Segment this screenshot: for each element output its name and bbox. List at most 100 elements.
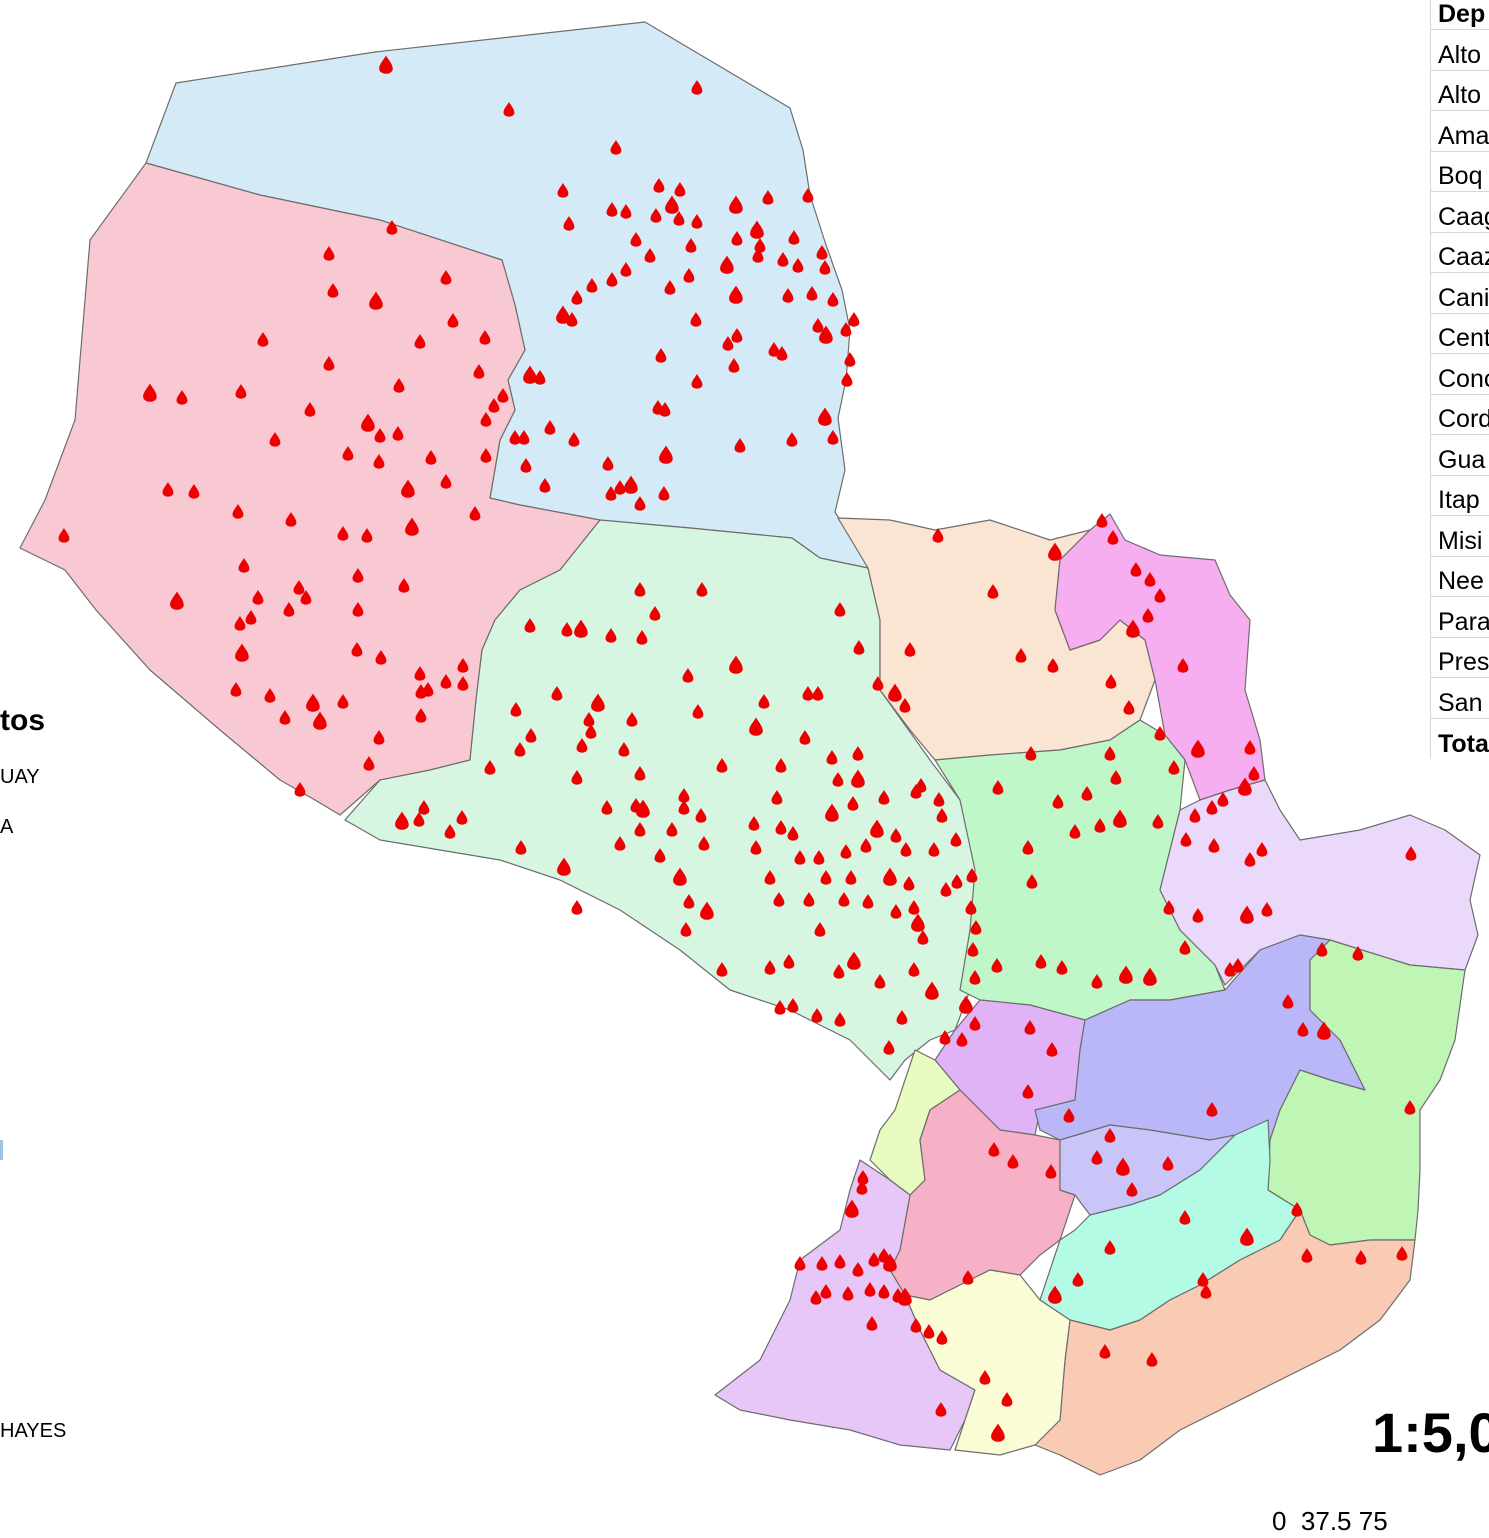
region-itapua [1034, 1209, 1416, 1476]
fire-hotspot-icon [729, 285, 743, 304]
fire-hotspot-icon [820, 870, 832, 885]
fire-hotspot-icon [848, 312, 860, 327]
fire-hotspot-icon [1154, 726, 1166, 741]
fire-hotspot-icon [1180, 832, 1192, 847]
fire-hotspot-icon [1206, 1102, 1218, 1117]
fire-hotspot-icon [900, 842, 912, 857]
fire-hotspot-icon [814, 922, 826, 937]
fire-hotspot-icon [497, 388, 509, 403]
fire-hotspot-icon [845, 1199, 859, 1218]
fire-hotspot-icon [810, 1290, 822, 1305]
fire-hotspot-icon [279, 710, 291, 725]
fire-hotspot-icon [899, 698, 911, 713]
fire-hotspot-icon [802, 188, 814, 203]
region-neembucu [714, 1159, 976, 1451]
fire-hotspot-icon [935, 1402, 947, 1417]
fire-hotspot-icon [398, 578, 410, 593]
table-row: San [1430, 677, 1489, 719]
fire-hotspot-icon [1130, 562, 1142, 577]
fire-hotspot-icon [870, 819, 884, 838]
fire-hotspot-icon [235, 384, 247, 399]
fire-hotspot-icon [634, 766, 646, 781]
fire-hotspot-icon [293, 580, 305, 595]
fire-hotspot-icon [413, 812, 425, 827]
fire-hotspot-icon [1162, 1156, 1174, 1171]
fire-hotspot-icon [691, 80, 703, 95]
fire-hotspot-icon [1179, 940, 1191, 955]
fire-hotspot-icon [644, 248, 656, 263]
fire-hotspot-icon [304, 402, 316, 417]
fire-hotspot-icon [819, 325, 833, 344]
table-row: Cani [1430, 272, 1489, 314]
fire-hotspot-icon [1168, 760, 1180, 775]
fire-hotspot-icon [447, 313, 459, 328]
fire-hotspot-icon [786, 432, 798, 447]
department-table: DepAltoAltoAmaBoqCaagCaazCaniCentConcCor… [1430, 0, 1489, 759]
fire-hotspot-icon [313, 711, 327, 730]
fire-hotspot-icon [606, 202, 618, 217]
fire-hotspot-icon [591, 693, 605, 712]
fire-hotspot-icon [352, 568, 364, 583]
fire-hotspot-icon [1045, 1164, 1057, 1179]
fire-hotspot-icon [933, 792, 945, 807]
fire-hotspot-icon [936, 808, 948, 823]
fire-hotspot-icon [728, 358, 740, 373]
fire-hotspot-icon [606, 272, 618, 287]
fire-hotspot-icon [634, 496, 646, 511]
fire-hotspot-icon [883, 1040, 895, 1055]
fire-hotspot-icon [1152, 814, 1164, 829]
fire-hotspot-icon [874, 974, 886, 989]
fire-hotspot-icon [775, 758, 787, 773]
fire-hotspot-icon [1035, 954, 1047, 969]
fire-hotspot-icon [1240, 905, 1254, 924]
fire-hotspot-icon [176, 390, 188, 405]
fire-hotspot-icon [351, 642, 363, 657]
fire-hotspot-icon [363, 756, 375, 771]
fire-hotspot-icon [405, 517, 419, 536]
fire-hotspot-icon [700, 901, 714, 920]
fire-hotspot-icon [230, 682, 242, 697]
fire-hotspot-icon [956, 1032, 968, 1047]
table-row: Ama [1430, 110, 1489, 152]
legend-item-alto-paraguay: UAY [0, 766, 40, 788]
legend-item-boqueron: A [0, 816, 14, 838]
fire-hotspot-icon [649, 606, 661, 621]
fire-hotspot-icon [509, 430, 521, 445]
fire-hotspot-icon [534, 370, 546, 385]
fire-hotspot-icon [634, 822, 646, 837]
fire-hotspot-icon [888, 683, 902, 702]
fire-hotspot-icon [337, 526, 349, 541]
table-row: Conc [1430, 353, 1489, 395]
fire-hotspot-icon [1232, 958, 1244, 973]
table-total-row: Tota [1430, 718, 1489, 759]
table-row: Para [1430, 596, 1489, 638]
fire-hotspot-icon [440, 674, 452, 689]
table-row: Cent [1430, 313, 1489, 354]
fire-hotspot-icon [940, 882, 952, 897]
fire-hotspot-icon [414, 334, 426, 349]
fire-hotspot-icon [962, 1270, 974, 1285]
fire-hotspot-icon [911, 913, 925, 932]
fire-hotspot-icon [479, 330, 491, 345]
fire-hotspot-icon [794, 850, 806, 865]
fire-hotspot-icon [750, 220, 764, 239]
fire-hotspot-icon [659, 445, 673, 464]
fire-hotspot-icon [323, 246, 335, 261]
table-row: Boq [1430, 151, 1489, 192]
fire-hotspot-icon [1022, 840, 1034, 855]
fire-hotspot-icon [232, 504, 244, 519]
fire-hotspot-icon [827, 292, 839, 307]
fire-hotspot-icon [729, 195, 743, 214]
fire-hotspot-icon [842, 1286, 854, 1301]
fire-hotspot-icon [568, 432, 580, 447]
fire-hotspot-icon [965, 900, 977, 915]
fire-hotspot-icon [1096, 513, 1108, 528]
fire-hotspot-icon [614, 836, 626, 851]
fire-hotspot-icon [245, 610, 257, 625]
fire-hotspot-icon [813, 850, 825, 865]
fire-hotspot-icon [787, 998, 799, 1013]
fire-hotspot-icon [866, 1316, 878, 1331]
legend-title: tos [0, 704, 45, 737]
fire-hotspot-icon [170, 591, 184, 610]
fire-hotspot-icon [673, 211, 685, 226]
